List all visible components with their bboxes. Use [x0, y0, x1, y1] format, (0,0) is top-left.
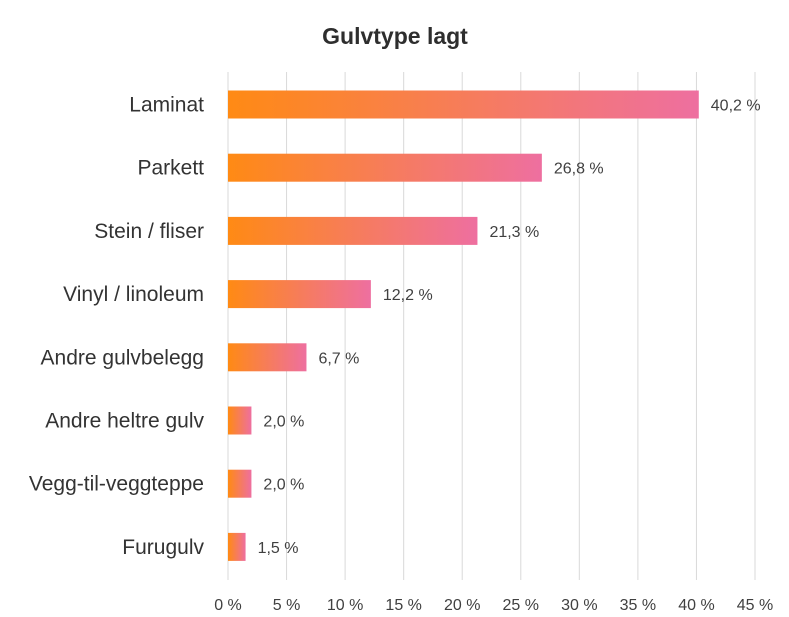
x-tick-label: 30 % — [561, 597, 597, 614]
x-axis-ticks: 0 % 5 % 10 % 15 % 20 % 25 % 30 % 35 % 40 % 45 % — [214, 597, 773, 614]
data-label: 2,0 % — [263, 477, 304, 494]
bar — [228, 280, 371, 309]
x-tick-label: 20 % — [444, 597, 480, 614]
bar — [228, 216, 478, 245]
x-tick-label: 45 % — [737, 597, 773, 614]
category-label: Furugulv — [122, 536, 204, 559]
x-tick-label: 5 % — [273, 597, 301, 614]
bar — [228, 469, 252, 498]
data-label: 26,8 % — [554, 161, 604, 178]
category-label: Vegg-til-veggteppe — [29, 473, 204, 496]
bars — [228, 90, 699, 561]
x-tick-label: 15 % — [385, 597, 421, 614]
bar — [228, 532, 246, 561]
gridlines — [227, 72, 756, 580]
data-label: 12,2 % — [383, 287, 433, 304]
category-label: Parkett — [137, 157, 204, 180]
data-label: 2,0 % — [263, 414, 304, 431]
data-label: 21,3 % — [489, 224, 539, 241]
x-tick-label: 10 % — [327, 597, 363, 614]
data-label: 6,7 % — [318, 350, 359, 367]
x-tick-label: 35 % — [620, 597, 656, 614]
category-label: Andre heltre gulv — [45, 410, 204, 433]
bar — [228, 90, 699, 119]
bar — [228, 153, 542, 182]
x-tick-label: 0 % — [214, 597, 242, 614]
chart-title: Gulvtype lagt — [322, 23, 468, 49]
category-label: Laminat — [129, 94, 204, 117]
category-label: Vinyl / linoleum — [63, 283, 204, 306]
bar — [228, 406, 252, 435]
x-tick-label: 40 % — [678, 597, 714, 614]
data-label: 40,2 % — [711, 98, 761, 115]
x-tick-label: 25 % — [503, 597, 539, 614]
category-label: Stein / fliser — [94, 220, 204, 243]
data-label: 1,5 % — [258, 540, 299, 557]
category-labels: Laminat Parkett Stein / fliser Vinyl / lino… — [29, 94, 205, 559]
value-labels: 40,2 % 26,8 % 21,3 % 12,2 % 6,7 % 2,0 % 2,0 % 1… — [258, 98, 761, 557]
category-label: Andre gulvbelegg — [41, 346, 204, 369]
bar — [228, 343, 307, 372]
